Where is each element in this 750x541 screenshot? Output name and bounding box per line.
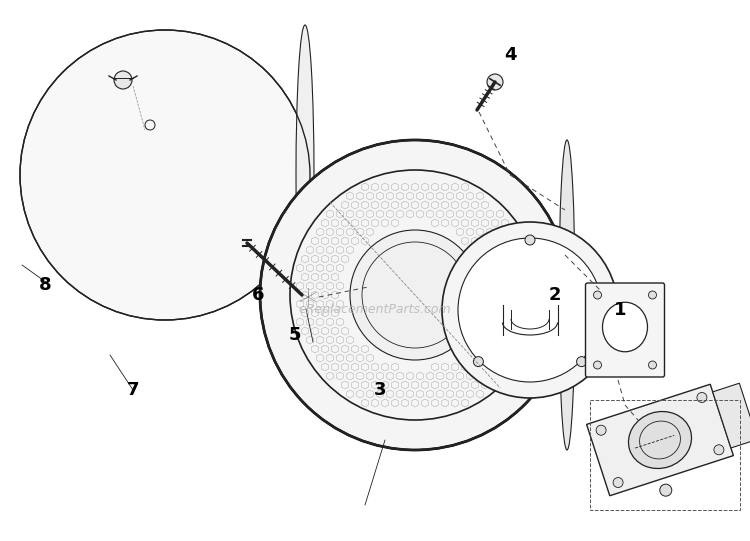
Circle shape <box>593 361 602 369</box>
Circle shape <box>350 230 480 360</box>
Circle shape <box>487 74 503 90</box>
Circle shape <box>649 291 656 299</box>
Text: 1: 1 <box>614 301 626 319</box>
Text: 2: 2 <box>549 286 561 304</box>
Text: 3: 3 <box>374 381 386 399</box>
Circle shape <box>596 425 606 435</box>
Circle shape <box>613 478 623 487</box>
Circle shape <box>714 445 724 455</box>
Ellipse shape <box>559 140 575 450</box>
Circle shape <box>649 361 656 369</box>
FancyBboxPatch shape <box>586 283 664 377</box>
Polygon shape <box>586 384 734 496</box>
Text: 5: 5 <box>289 326 302 344</box>
Ellipse shape <box>602 302 647 352</box>
Circle shape <box>660 484 672 496</box>
Text: 4: 4 <box>504 46 516 64</box>
Text: 7: 7 <box>127 381 140 399</box>
Circle shape <box>297 286 319 308</box>
Circle shape <box>577 357 586 367</box>
Circle shape <box>697 392 707 403</box>
Circle shape <box>442 222 618 398</box>
Circle shape <box>525 235 535 245</box>
Circle shape <box>473 357 484 367</box>
Text: 6: 6 <box>252 286 264 304</box>
Circle shape <box>458 238 602 382</box>
Text: eReplacementParts.com: eReplacementParts.com <box>298 304 452 316</box>
Circle shape <box>593 291 602 299</box>
Ellipse shape <box>628 412 692 469</box>
Circle shape <box>260 140 570 450</box>
Polygon shape <box>712 383 750 448</box>
Text: 8: 8 <box>39 276 51 294</box>
Ellipse shape <box>296 25 314 325</box>
Circle shape <box>114 71 132 89</box>
Circle shape <box>20 30 310 320</box>
